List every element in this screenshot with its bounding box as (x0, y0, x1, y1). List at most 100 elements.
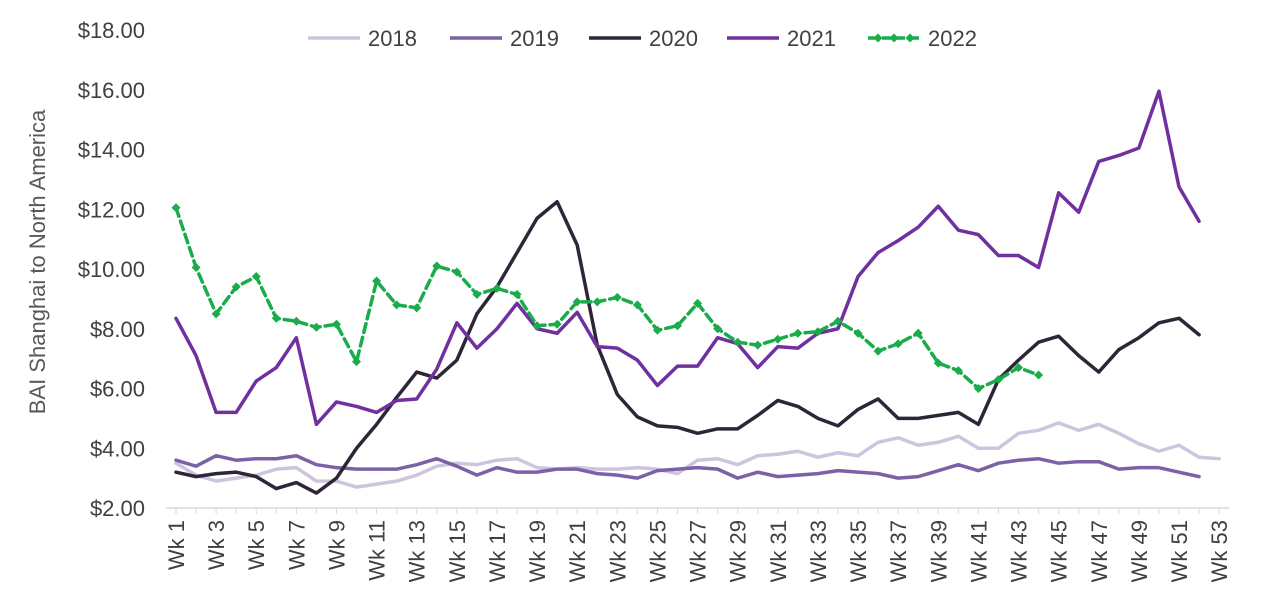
series-layer (171, 89, 1221, 495)
legend-label: 2019 (510, 26, 559, 51)
x-tick-label: Wk 25 (645, 520, 670, 582)
legend-item-2022: 2022 (868, 26, 977, 51)
data-point-2022 (673, 321, 682, 331)
legend-item-2021: 2021 (727, 26, 836, 51)
data-point-2022 (372, 276, 382, 286)
legend-item-2019: 2019 (450, 26, 559, 51)
data-point-2022 (933, 358, 943, 368)
x-tick-label: Wk 15 (445, 520, 470, 582)
data-point-2022 (652, 325, 662, 335)
legend-marker (889, 33, 899, 43)
legend: 2018 2019 2020 2021 2022 (308, 26, 977, 51)
x-tick-label: Wk 21 (565, 520, 590, 582)
data-point-2022 (713, 324, 723, 334)
x-tick-label: Wk 17 (485, 520, 510, 582)
data-point-2022 (853, 328, 863, 338)
series-2021 (174, 89, 1201, 427)
data-point-2022 (231, 282, 241, 292)
x-tick-label: Wk 5 (244, 520, 269, 570)
data-point-2022 (592, 297, 602, 307)
data-point-2022 (913, 328, 923, 338)
x-tick-label: Wk 41 (966, 520, 991, 582)
legend-label: 2022 (928, 26, 977, 51)
series-line-2018 (174, 421, 1221, 489)
x-tick-label: Wk 45 (1047, 520, 1072, 582)
data-point-2022 (993, 375, 1003, 385)
y-tick-label: $12.00 (78, 197, 145, 222)
data-point-2022 (452, 267, 462, 277)
data-point-2022 (331, 319, 341, 329)
data-point-2022 (612, 292, 622, 302)
data-point-2022 (733, 337, 743, 347)
legend-label: 2020 (649, 26, 698, 51)
series-line-2019 (174, 453, 1201, 480)
x-tick-label: Wk 9 (324, 520, 349, 570)
y-tick-label: $6.00 (90, 377, 145, 402)
x-tick-label: Wk 53 (1207, 520, 1232, 582)
x-tick-label: Wk 35 (846, 520, 871, 582)
legend-item-2018: 2018 (308, 26, 417, 51)
data-point-2022 (753, 340, 763, 350)
y-tick-label: $14.00 (78, 138, 145, 163)
x-tick-label: Wk 29 (726, 520, 751, 582)
x-tick-label: Wk 51 (1167, 520, 1192, 582)
data-point-2022 (532, 321, 542, 331)
y-tick-label: $4.00 (90, 436, 145, 461)
data-point-2022 (211, 309, 221, 319)
data-point-2022 (352, 357, 362, 367)
series-2019 (174, 453, 1201, 480)
x-tick-label: Wk 31 (766, 520, 791, 582)
x-tick-label: Wk 27 (686, 520, 711, 582)
x-axis: Wk 1 Wk 3 Wk 5 Wk 7 Wk 9 Wk 11 Wk 13 Wk 15 Wk 17… (164, 507, 1232, 582)
data-point-2022 (412, 303, 422, 313)
data-point-2022 (833, 316, 843, 326)
y-tick-label: $2.00 (90, 496, 145, 521)
data-point-2022 (552, 319, 562, 329)
data-point-2022 (773, 334, 783, 344)
legend-label: 2018 (368, 26, 417, 51)
series-2020 (174, 200, 1201, 495)
y-tick-label: $8.00 (90, 317, 145, 342)
x-tick-label: Wk 11 (365, 520, 390, 581)
data-point-2022 (973, 384, 983, 393)
data-point-2022 (1034, 370, 1044, 380)
legend-marker (905, 33, 915, 43)
data-point-2022 (893, 339, 903, 349)
data-point-2022 (472, 289, 482, 299)
x-tick-label: Wk 43 (1007, 520, 1032, 582)
x-tick-label: Wk 49 (1127, 520, 1152, 582)
series-2018 (174, 421, 1221, 489)
y-axis: $2.00 $4.00 $6.00 $8.00 $10.00 $12.00 $14.00 $1… (78, 18, 145, 521)
data-point-2022 (251, 271, 261, 281)
x-tick-label: Wk 3 (204, 520, 229, 570)
data-point-2022 (392, 300, 402, 310)
data-point-2022 (311, 322, 321, 332)
data-point-2022 (813, 327, 823, 337)
x-tick-label: Wk 37 (886, 520, 911, 582)
y-tick-label: $18.00 (78, 18, 145, 43)
series-line-2020 (174, 200, 1201, 495)
legend-item-2020: 2020 (589, 26, 698, 51)
x-tick-label: Wk 33 (806, 520, 831, 582)
y-tick-label: $10.00 (78, 257, 145, 282)
data-point-2022 (693, 298, 703, 308)
y-tick-label: $16.00 (78, 78, 145, 103)
legend-label: 2021 (787, 26, 836, 51)
series-2022 (171, 203, 1044, 393)
data-point-2022 (572, 297, 582, 307)
data-point-2022 (632, 300, 642, 310)
data-point-2022 (793, 328, 803, 338)
series-line-2021 (174, 89, 1201, 427)
data-point-2022 (512, 289, 522, 299)
data-point-2022 (171, 203, 181, 213)
data-point-2022 (953, 366, 963, 376)
data-point-2022 (873, 346, 883, 356)
x-tick-label: Wk 23 (605, 520, 630, 582)
y-axis-title: BAI Shanghai to North America (25, 109, 50, 414)
data-point-2022 (271, 313, 281, 323)
data-point-2022 (191, 263, 201, 273)
data-point-2022 (432, 261, 442, 271)
x-tick-label: Wk 7 (284, 520, 309, 570)
legend-marker (873, 33, 883, 43)
